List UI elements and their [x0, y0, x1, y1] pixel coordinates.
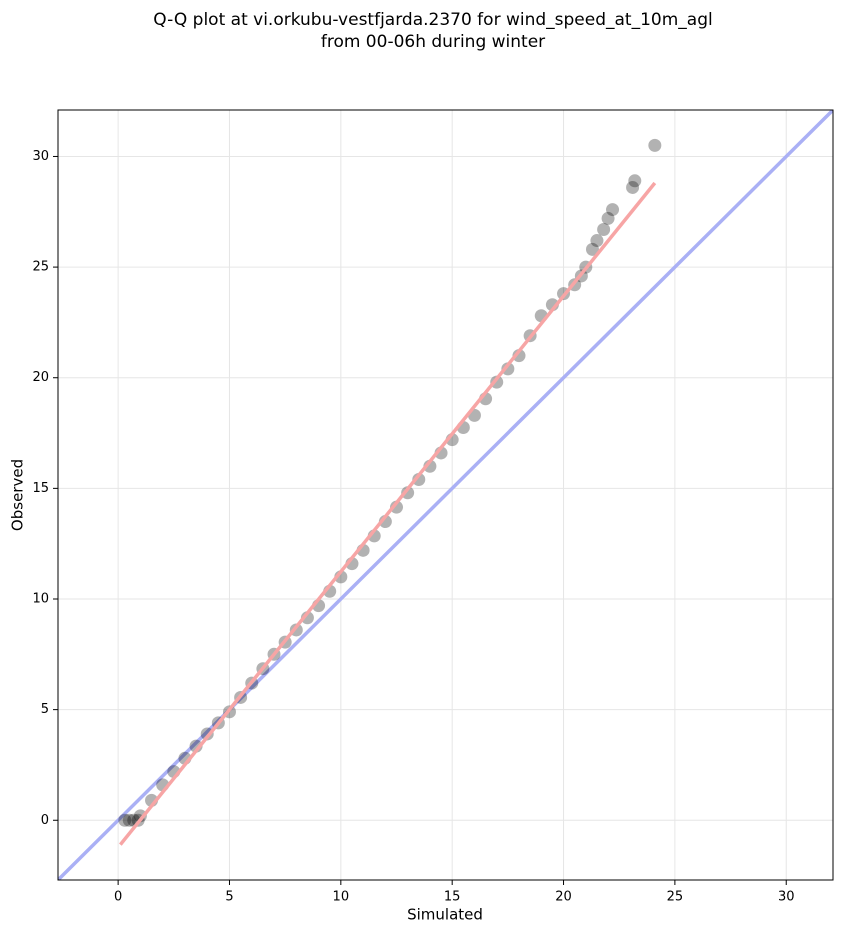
y-tick-label: 30	[32, 149, 49, 164]
point	[626, 180, 640, 194]
x-tick-label: 10	[333, 890, 350, 905]
x-tick-label: 30	[778, 890, 795, 905]
x-tick-label: 5	[225, 890, 233, 905]
point	[133, 809, 147, 823]
point	[122, 813, 136, 827]
point	[401, 486, 415, 500]
point	[501, 362, 515, 376]
x-tick-label: 20	[555, 890, 572, 905]
x-axis-label: Simulated	[407, 906, 483, 924]
reference-line	[118, 181, 657, 846]
point	[597, 222, 611, 236]
y-tick-label: 10	[32, 591, 49, 606]
y-tick-label: 15	[32, 481, 49, 496]
point	[390, 500, 404, 514]
point	[628, 174, 642, 188]
point	[412, 473, 426, 487]
y-tick-label: 5	[41, 702, 49, 717]
point	[606, 203, 620, 217]
x-tick-label: 15	[444, 890, 461, 905]
plot-area	[58, 110, 833, 880]
point	[590, 234, 604, 248]
y-tick-label: 25	[32, 260, 49, 275]
chart-title: Q-Q plot at vi.orkubu-vestfjarda.2370 fo…	[153, 10, 712, 30]
y-tick-label: 20	[32, 370, 49, 385]
reference-line	[58, 110, 833, 880]
point	[648, 138, 662, 152]
y-tick-label: 0	[41, 813, 49, 828]
point	[118, 813, 132, 827]
axes-frame	[57, 109, 834, 881]
chart-title: from 00-06h during winter	[321, 32, 545, 52]
x-tick-label: 25	[667, 890, 684, 905]
point	[512, 349, 526, 363]
y-axis-label: Observed	[9, 459, 27, 531]
x-tick-label: 0	[114, 890, 122, 905]
point	[601, 211, 615, 225]
point	[585, 242, 599, 256]
